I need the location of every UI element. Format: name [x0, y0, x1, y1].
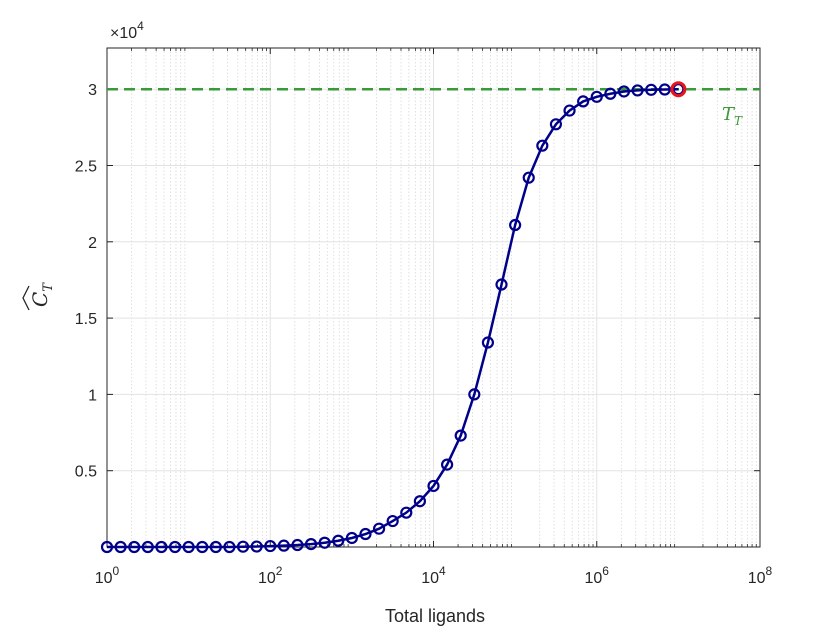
series-point	[604, 87, 617, 100]
x-tick-label: 108	[748, 564, 773, 587]
series-point	[617, 85, 631, 98]
y-multiplier-label: ×104	[110, 19, 144, 42]
series-point	[141, 540, 154, 554]
series-point	[345, 531, 358, 545]
series-point	[168, 540, 182, 554]
series-point	[223, 540, 236, 554]
series-point	[549, 118, 563, 131]
y-axis-title: CT	[22, 282, 56, 311]
series-point	[536, 139, 549, 152]
series-point	[100, 540, 114, 554]
series-point	[264, 539, 277, 553]
series-point	[400, 506, 413, 519]
series-point	[563, 104, 576, 117]
grid	[106, 48, 761, 547]
x-tick-label: 102	[258, 564, 283, 587]
y-tick-label: 1	[88, 387, 97, 404]
y-tick-label: 3	[88, 82, 97, 99]
y-tick-label: 1.5	[75, 311, 97, 328]
series-point	[304, 538, 318, 551]
y-tick-labels: 0.5 1 1.5 2 2.5 3	[75, 82, 97, 480]
series-point	[413, 495, 426, 508]
series-point	[128, 540, 141, 554]
axis-ticks	[106, 48, 761, 547]
series-point	[509, 218, 522, 232]
series-point	[277, 539, 290, 552]
series-point	[495, 278, 508, 291]
series-point	[658, 83, 671, 96]
y-tick-label: 2	[88, 235, 97, 252]
series-point	[236, 540, 250, 553]
series-point	[250, 540, 263, 553]
series-point	[590, 90, 603, 103]
x-axis-title: Total ligands	[385, 606, 485, 626]
series-point	[318, 536, 331, 549]
series-markers	[100, 83, 685, 554]
series-point	[645, 83, 658, 96]
x-tick-label: 106	[585, 564, 610, 587]
series-point	[441, 458, 454, 471]
x-tick-labels: 100 102 104 106 108	[95, 564, 773, 587]
series-point	[522, 171, 535, 184]
series-point	[209, 540, 222, 554]
series-point	[359, 527, 372, 541]
x-tick-label: 100	[95, 564, 120, 587]
series-point	[577, 95, 590, 108]
series-point	[332, 534, 345, 547]
x-tick-label: 104	[421, 564, 446, 587]
series-line	[107, 87, 679, 549]
reference-line-label: TT	[722, 104, 743, 128]
series-point	[481, 336, 495, 349]
y-axis-title-text: CT	[28, 282, 56, 307]
series-point	[182, 540, 195, 554]
series-point	[291, 538, 304, 552]
y-axis-title-hat	[22, 285, 30, 311]
series-point	[114, 540, 127, 554]
series-point	[427, 479, 440, 493]
series-point	[468, 388, 481, 401]
series-point	[386, 514, 399, 528]
series-point	[454, 429, 467, 442]
highlight-point-marker	[670, 81, 687, 98]
y-tick-label: 0.5	[75, 464, 97, 481]
series-point	[372, 522, 386, 535]
series-point	[196, 540, 209, 554]
series-point	[631, 84, 644, 97]
series-point	[155, 540, 168, 554]
y-tick-label: 2.5	[75, 159, 97, 176]
